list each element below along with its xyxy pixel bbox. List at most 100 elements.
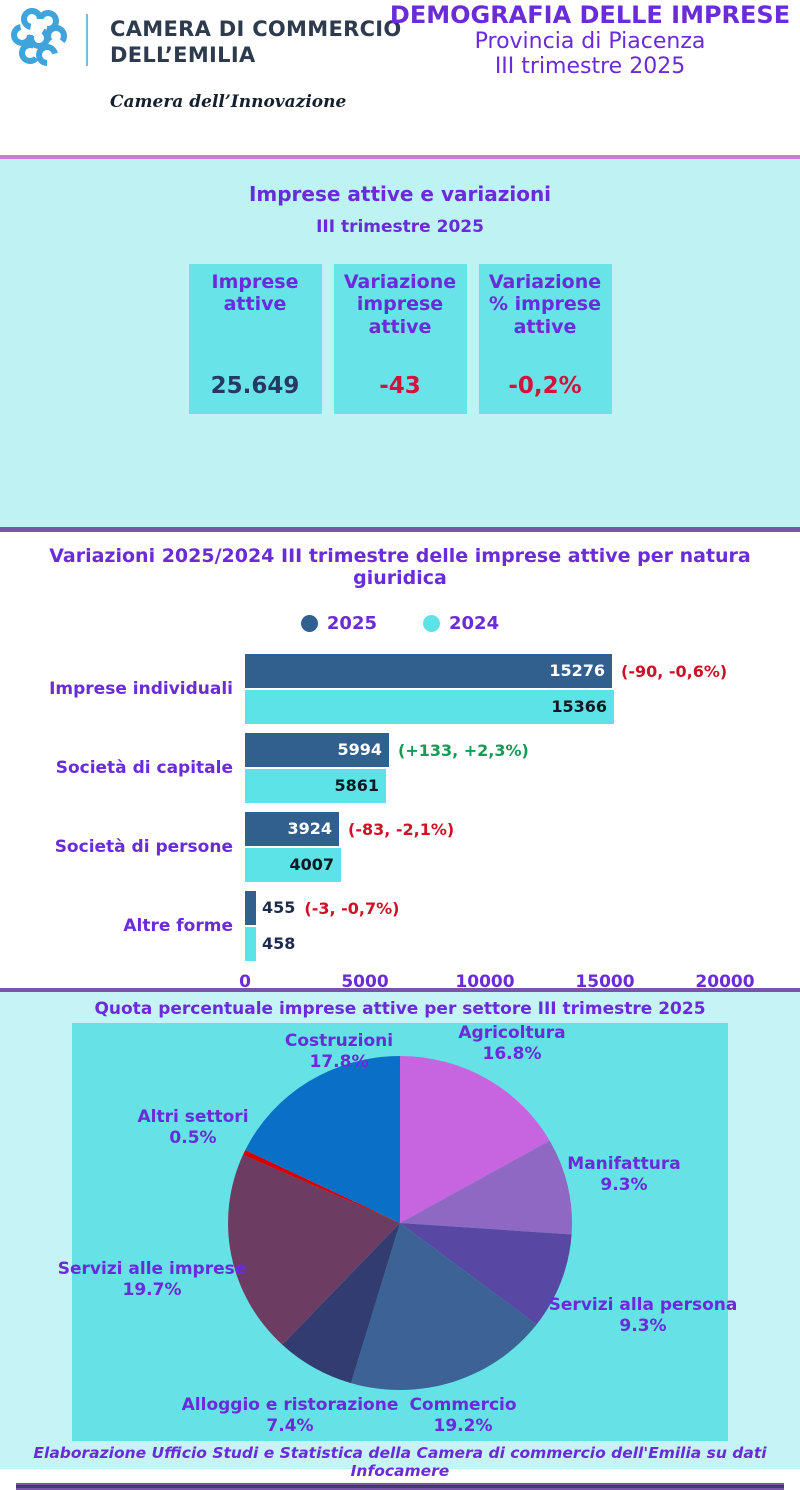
- pie-label-pct: 9.3%: [600, 1175, 648, 1195]
- org-name: CAMERA DI COMMERCIO DELL’EMILIA: [110, 16, 402, 68]
- bar-value: 15276: [549, 661, 605, 680]
- card-value: 25.649: [210, 373, 300, 399]
- bar-value: 3924: [287, 819, 332, 838]
- bar-2024-3: [245, 927, 256, 961]
- card-variazione-pct: Variazione % imprese attive -0,2%: [478, 264, 612, 414]
- pie-slice-7: [245, 1056, 400, 1223]
- pie-label-name: Agricoltura: [458, 1023, 566, 1043]
- top-divider: [0, 155, 800, 159]
- bar-value: 15366: [551, 697, 607, 716]
- pie-label-agricoltura: Agricoltura 16.8%: [458, 1023, 565, 1065]
- logo-divider: [86, 14, 88, 66]
- pie-label-name: Servizi alla persona: [548, 1295, 738, 1315]
- x-axis-tick: 0: [239, 972, 251, 992]
- card-imprese-attive: Imprese attive 25.649: [188, 264, 322, 414]
- pie-section: Quota percentuale imprese attive per set…: [0, 992, 800, 1490]
- pie-label-alloggio: Alloggio e ristorazione 7.4%: [182, 1395, 399, 1437]
- pie-slice-4: [282, 1223, 400, 1384]
- bar-2024-1: 5861: [245, 769, 386, 803]
- org-tagline: Camera dell’Innovazione: [110, 92, 347, 112]
- bar-2025-1: 5994: [245, 733, 389, 767]
- pie-slice-1: [400, 1140, 573, 1235]
- pie-label-commercio: Commercio 19.2%: [409, 1395, 516, 1437]
- x-axis-tick: 5000: [341, 972, 389, 992]
- legend-item-2024: 2024: [423, 613, 499, 634]
- bar-annotation: (-83, -2,1%): [348, 819, 455, 839]
- legend-dot: [423, 615, 440, 632]
- pie-slice-5: [228, 1154, 400, 1345]
- page-title: DEMOGRAFIA DELLE IMPRESE: [389, 1, 791, 29]
- x-axis-tick: 20000: [695, 972, 755, 992]
- pie-label-servizi-imprese: Servizi alle imprese 19.7%: [58, 1259, 247, 1301]
- summary-cards: Imprese attive 25.649 Variazione imprese…: [0, 264, 800, 414]
- bar-category-label: Società di persone: [54, 836, 233, 857]
- card-value: -43: [379, 373, 421, 399]
- legend-label: 2024: [449, 613, 500, 634]
- pie-slice-2: [400, 1223, 572, 1325]
- pie-label-pct: 7.4%: [266, 1416, 314, 1436]
- pie-slice-3: [351, 1223, 537, 1391]
- bar-category-label: Società di capitale: [55, 757, 233, 778]
- pie-label-pct: 19.7%: [122, 1280, 182, 1300]
- pie-label-costruzioni: Costruzioni 17.8%: [285, 1031, 393, 1073]
- pie-label-manifattura: Manifattura 9.3%: [567, 1154, 680, 1196]
- legend-dot: [300, 615, 318, 632]
- pie-label-pct: 17.8%: [309, 1052, 369, 1072]
- bar-value: 5861: [334, 776, 379, 795]
- bar-chart-rows: Imprese individuali 15276 (-90, -0,6%) 1536…: [0, 654, 800, 961]
- bar-2025-2: 3924: [245, 812, 339, 846]
- bar-value: 458: [262, 934, 296, 953]
- bar-category-label: Imprese individuali: [49, 678, 233, 699]
- pie-label-pct: 19.2%: [433, 1416, 493, 1436]
- pie-label-servizi-persona: Servizi alla persona 9.3%: [549, 1295, 738, 1337]
- bar-value: 5994: [337, 740, 382, 759]
- summary-subtitle: III trimestre 2025: [316, 217, 484, 237]
- card-label: Imprese attive: [211, 271, 299, 316]
- page-subtitle-province: Provincia di Piacenza: [474, 29, 706, 54]
- card-value: -0,2%: [508, 373, 582, 399]
- bar-chart-title: Variazioni 2025/2024 III trimestre delle…: [49, 545, 751, 589]
- summary-section: Imprese attive e variazioni III trimestr…: [0, 159, 800, 532]
- pie-label-name: Manifattura: [567, 1154, 681, 1174]
- bar-annotation: (+133, +2,3%): [398, 740, 529, 760]
- x-axis-tick: 15000: [575, 972, 635, 992]
- bar-group: Imprese individuali 15276 (-90, -0,6%) 1536…: [0, 654, 800, 724]
- pie-label-altri-settori: Altri settori 0.5%: [137, 1107, 248, 1149]
- pie-label-pct: 9.3%: [619, 1316, 667, 1336]
- header: CAMERA DI COMMERCIO DELL’EMILIA Camera d…: [0, 0, 800, 155]
- bar-x-axis: 0 5000 10000 15000 20000: [239, 970, 755, 994]
- org-name-line1: CAMERA DI COMMERCIO: [110, 17, 402, 41]
- card-label: Variazione % imprese attive: [488, 271, 602, 338]
- pie-label-name: Commercio: [409, 1395, 517, 1415]
- bar-group: Società di persone 3924 (-83, -2,1%) 4007: [0, 812, 800, 882]
- org-name-line2: DELL’EMILIA: [110, 43, 256, 67]
- bar-value: 4007: [289, 855, 334, 874]
- legend-item-2025: 2025: [300, 613, 377, 634]
- pie-label-name: Alloggio e ristorazione: [181, 1395, 399, 1415]
- x-axis-tick: 10000: [455, 972, 515, 992]
- pie-svg: [228, 1056, 573, 1391]
- bar-2025-3: [245, 891, 256, 925]
- bar-category-label: Altre forme: [123, 915, 233, 936]
- footer-credit: Elaborazione Ufficio Studi e Statistica …: [33, 1444, 767, 1480]
- bar-value: 455: [262, 898, 296, 917]
- bottom-bar: [16, 1483, 784, 1490]
- pie-slice-0: [400, 1056, 550, 1223]
- bar-2025-0: 15276: [245, 654, 612, 688]
- mid-divider: [0, 988, 800, 992]
- summary-title: Imprese attive e variazioni: [248, 182, 552, 206]
- card-variazione: Variazione imprese attive -43: [333, 264, 467, 414]
- bar-2024-0: 15366: [245, 690, 614, 724]
- page-subtitle-quarter: III trimestre 2025: [494, 54, 686, 79]
- bar-legend: 2025 2024: [0, 613, 800, 634]
- card-label: Variazione imprese attive: [343, 271, 457, 338]
- bar-group: Società di capitale 5994 (+133, +2,3%) 5861: [0, 733, 800, 803]
- pie-title: Quota percentuale imprese attive per set…: [94, 999, 706, 1019]
- pie-label-name: Altri settori: [137, 1107, 249, 1127]
- bar-annotation: (-3, -0,7%): [304, 898, 400, 918]
- bar-group: Altre forme 455 (-3, -0,7%) 458: [0, 891, 800, 961]
- legend-label: 2025: [326, 613, 377, 634]
- bar-2024-2: 4007: [245, 848, 341, 882]
- pie-label-pct: 16.8%: [482, 1044, 542, 1064]
- bar-annotation: (-90, -0,6%): [621, 661, 728, 681]
